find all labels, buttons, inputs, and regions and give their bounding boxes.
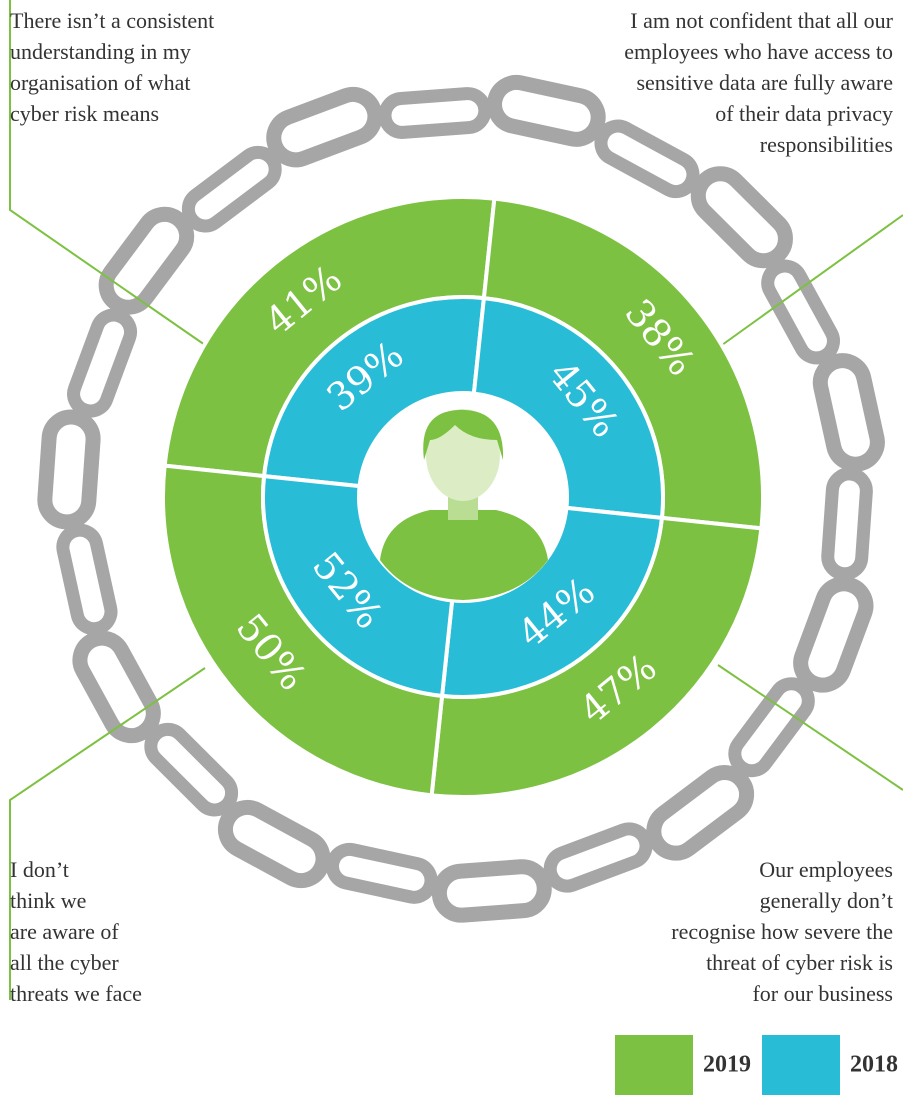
statement-line: sensitive data are fully aware [636,70,893,95]
chain-link [646,765,755,861]
chain-link [326,842,438,904]
statement-line: I am not confident that all our [630,8,893,33]
callout-line [717,664,903,791]
chain-link [181,145,282,233]
statement-line: threat of cyber risk is [706,950,893,975]
chain-link [812,353,885,472]
chain-link [821,467,873,581]
statement-line: threats we face [10,981,142,1006]
legend-label: 2018 [850,1052,898,1078]
chain-link [72,630,161,744]
chain-link [144,722,239,817]
person-body [380,510,548,600]
chain-link [690,166,793,269]
legend-swatch [762,1035,840,1095]
statement-line: for our business [752,981,893,1006]
chain-link [37,409,101,530]
chain-link [98,206,195,315]
chain-link [67,308,138,418]
rings [161,195,765,799]
chain-link [793,576,874,693]
statement-line: are aware of [10,919,119,944]
statement-line: cyber risk means [10,101,159,126]
chain-link [487,74,606,147]
chain-link [56,523,118,636]
statement-line: recognise how severe the [671,919,893,944]
legend-swatch [615,1035,693,1095]
statement-line: responsibilities [760,132,893,157]
statement-line: employees who have access to [624,39,893,64]
person-hair [423,409,504,460]
callout-line [9,0,206,346]
statement-line: understanding in my [10,39,191,64]
callout-line [721,214,903,346]
legend-label: 2019 [703,1052,751,1078]
chain-link [431,859,552,923]
statements: There isn’t a consistent understanding in… [10,8,894,1006]
statement-line: generally don’t [760,888,893,913]
statement-line: think we [10,888,86,913]
chain-link [378,87,492,139]
statement-line: I don’t [10,857,69,882]
person-icon [359,393,567,601]
callout-line [9,667,206,1000]
chain-link [266,86,383,168]
legend: 2019 2018 [615,1035,898,1095]
callout-lines [9,0,903,1000]
statement-line: of their data privacy [715,101,893,126]
chain-link [217,799,331,889]
chain-link [543,822,653,893]
statement-line: organisation of what [10,70,190,95]
chain-link [728,677,815,778]
chain-link [594,119,700,199]
statement-line: There isn’t a consistent [10,8,214,33]
statement-line: Our employees [759,857,893,882]
statement-line: all the cyber [10,950,119,975]
chain-link [761,259,840,365]
